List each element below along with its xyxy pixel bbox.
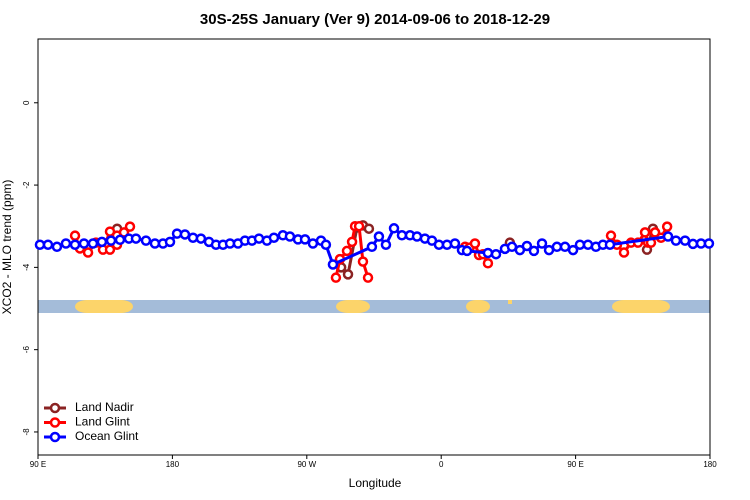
point <box>330 272 342 283</box>
ocean-strip <box>38 300 710 313</box>
point <box>362 272 374 283</box>
point <box>482 258 494 269</box>
point <box>149 238 161 249</box>
point <box>433 239 445 250</box>
y-tick-label: -2 <box>22 181 31 189</box>
point <box>60 238 72 249</box>
point <box>521 240 533 252</box>
point <box>284 231 296 242</box>
point <box>567 244 579 256</box>
point <box>140 235 152 246</box>
point <box>528 245 540 257</box>
point <box>373 231 385 242</box>
point <box>604 239 616 250</box>
point <box>388 223 400 234</box>
point <box>105 235 117 246</box>
point <box>441 239 453 250</box>
point <box>114 234 126 246</box>
point <box>639 227 651 238</box>
legend-label: Ocean Glint <box>75 429 139 443</box>
point <box>380 239 392 250</box>
point <box>605 230 617 241</box>
x-tick-label: 180 <box>703 460 717 469</box>
point <box>87 238 99 249</box>
x-axis-label: Longitude <box>349 476 402 490</box>
point <box>357 256 369 267</box>
point <box>687 238 699 250</box>
y-tick-label: -8 <box>22 428 31 436</box>
x-tick-label: 180 <box>166 460 180 469</box>
point <box>42 239 54 250</box>
legend-label: Land Nadir <box>75 400 134 414</box>
x-tick-label: 90 E <box>567 460 583 469</box>
land-segment <box>336 300 370 313</box>
point <box>363 223 375 234</box>
point <box>618 247 630 258</box>
point <box>346 236 358 248</box>
y-axis-label: XCO2 - MLO trend (ppm) <box>0 180 14 315</box>
point <box>124 221 136 232</box>
legend-label: Land Glint <box>75 415 130 429</box>
chart-title: 30S-25S January (Ver 9) 2014-09-06 to 20… <box>200 11 550 28</box>
land-segment <box>75 300 133 313</box>
point <box>299 234 311 245</box>
point <box>327 259 339 270</box>
point <box>366 241 378 253</box>
point <box>396 230 408 241</box>
point <box>69 239 81 250</box>
point <box>268 232 280 243</box>
point <box>307 238 319 249</box>
x-tick-label: 90 E <box>30 460 46 469</box>
legend-marker <box>49 402 61 414</box>
point <box>449 238 461 249</box>
land-segment <box>612 300 670 313</box>
land-segment <box>508 300 512 304</box>
point <box>536 238 548 249</box>
point <box>69 230 81 241</box>
x-tick-label: 0 <box>439 460 444 469</box>
point <box>574 239 586 250</box>
point <box>320 239 332 250</box>
point <box>670 235 682 246</box>
point <box>179 229 191 240</box>
point <box>551 241 563 253</box>
point <box>703 238 715 249</box>
point <box>82 247 94 258</box>
point <box>559 241 571 253</box>
y-tick-label: -6 <box>22 346 31 354</box>
x-tick-label: 90 W <box>297 460 316 469</box>
legend-marker <box>49 417 61 428</box>
point <box>482 247 494 259</box>
point <box>34 239 46 250</box>
point <box>461 245 473 257</box>
point <box>342 269 354 280</box>
point <box>96 236 108 248</box>
point <box>130 233 142 244</box>
point <box>164 236 176 248</box>
land-segment <box>466 300 490 313</box>
point <box>341 245 353 257</box>
point <box>353 220 365 232</box>
y-tick-label: -4 <box>22 263 31 271</box>
point <box>469 238 481 249</box>
point <box>661 221 673 232</box>
point <box>51 241 63 253</box>
point <box>662 231 674 242</box>
point <box>78 238 90 249</box>
legend-marker <box>49 431 61 443</box>
y-tick-label: 0 <box>22 100 31 105</box>
point <box>490 248 502 260</box>
land-ocean-strip <box>38 300 710 313</box>
point <box>195 233 207 244</box>
